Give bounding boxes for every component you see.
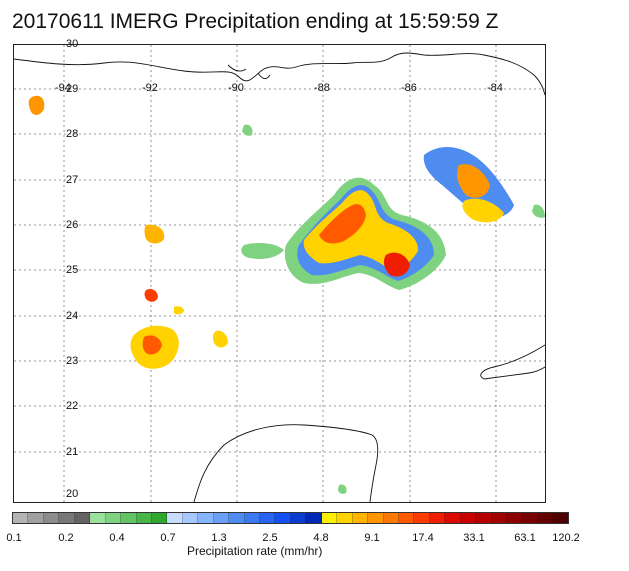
lon-label: -94 — [55, 82, 71, 94]
colorbar-tick: 0.4 — [109, 532, 125, 544]
colorbar-swatch — [90, 513, 106, 523]
colorbar-swatch — [507, 513, 523, 523]
colorbar-swatch — [368, 513, 384, 523]
lat-label: 20 — [66, 488, 79, 500]
lat-label: 25 — [66, 264, 79, 276]
lat-label: 29 — [66, 83, 79, 95]
colorbar-swatch — [429, 513, 446, 523]
colorbar-swatch — [445, 513, 461, 523]
colorbar-swatch — [151, 513, 168, 523]
colorbar-swatch — [43, 513, 60, 523]
colorbar-tick: 9.1 — [364, 532, 380, 544]
colorbar-swatch — [460, 513, 477, 523]
colorbar-swatch — [476, 513, 492, 523]
lon-label: -86 — [401, 82, 417, 94]
colorbar-swatch — [398, 513, 415, 523]
lon-label: -88 — [314, 82, 330, 94]
colorbar-swatch — [537, 513, 554, 523]
colorbar-swatch — [491, 513, 507, 523]
colorbar-swatch — [167, 513, 183, 523]
colorbar-swatch — [213, 513, 230, 523]
lat-label: 22 — [66, 400, 79, 412]
colorbar-swatch — [121, 513, 137, 523]
colorbar-swatch — [13, 513, 29, 523]
coastline — [14, 52, 545, 502]
colorbar-tick: 17.4 — [412, 532, 434, 544]
colorbar-swatch — [260, 513, 276, 523]
colorbar-tick: 0.1 — [6, 532, 22, 544]
lon-label: -92 — [142, 82, 158, 94]
precipitation-map: 30 29 28 27 26 25 24 23 22 21 20 -94 -92… — [13, 38, 546, 503]
lat-label: 23 — [66, 355, 79, 367]
colorbar-swatch — [198, 513, 214, 523]
colorbar-swatch — [244, 513, 260, 523]
map-title: 20170611 IMERG Precipitation ending at 1… — [12, 10, 499, 33]
lat-label: 27 — [66, 174, 79, 186]
colorbar-swatch — [337, 513, 353, 523]
lat-label: 30 — [66, 38, 79, 50]
colorbar-swatch — [182, 513, 199, 523]
lat-label: 24 — [66, 310, 79, 322]
map-canvas — [14, 45, 545, 502]
colorbar-tick: 33.1 — [463, 532, 485, 544]
precip-cells — [28, 95, 545, 494]
graticule — [14, 45, 545, 502]
colorbar-tick: 63.1 — [514, 532, 536, 544]
lat-label: 28 — [66, 128, 79, 140]
colorbar-swatch — [352, 513, 369, 523]
colorbar-swatch — [105, 513, 122, 523]
colorbar-swatch — [275, 513, 291, 523]
colorbar-swatch — [59, 513, 75, 523]
colorbar-swatch — [229, 513, 245, 523]
colorbar — [12, 512, 569, 524]
lon-label: -90 — [228, 82, 244, 94]
colorbar-swatch — [74, 513, 91, 523]
colorbar-tick: 120.2 — [552, 532, 580, 544]
colorbar-swatch — [306, 513, 322, 523]
colorbar-swatch — [321, 513, 338, 523]
colorbar-swatch — [136, 513, 152, 523]
colorbar-swatch — [553, 513, 568, 523]
colorbar-swatch — [28, 513, 44, 523]
colorbar-swatch — [522, 513, 538, 523]
lat-label: 26 — [66, 219, 79, 231]
colorbar-swatch — [414, 513, 430, 523]
colorbar-tick: 1.3 — [211, 532, 227, 544]
colorbar-swatch — [290, 513, 307, 523]
colorbar-tick: 4.8 — [313, 532, 329, 544]
lat-label: 21 — [66, 446, 79, 458]
colorbar-tick: 2.5 — [262, 532, 278, 544]
colorbar-swatch — [383, 513, 399, 523]
colorbar-tick: 0.7 — [160, 532, 176, 544]
lon-label: -84 — [487, 82, 503, 94]
colorbar-label: Precipitation rate (mm/hr) — [187, 544, 323, 558]
colorbar-tick: 0.2 — [58, 532, 74, 544]
